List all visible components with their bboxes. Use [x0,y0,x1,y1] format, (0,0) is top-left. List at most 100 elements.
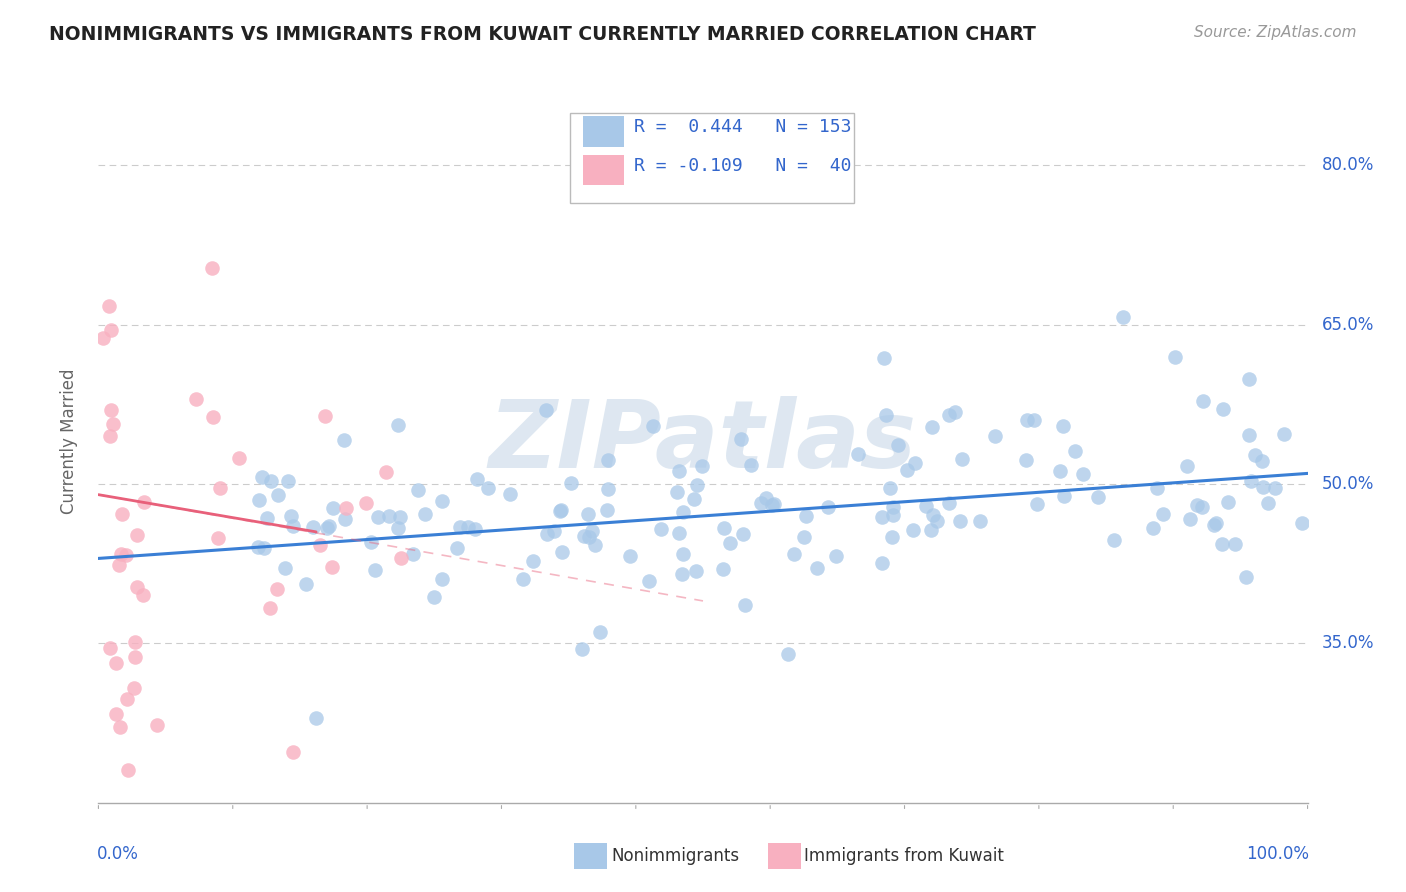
Point [110,547,132,561]
Point [1025,497,1047,511]
Text: 50.0%: 50.0% [1322,475,1375,493]
Point [266,582,288,596]
Point [945,405,967,419]
Text: R =  0.444   N = 153: R = 0.444 N = 153 [634,118,852,136]
Point [100,323,122,337]
Point [690,459,713,474]
Text: 100.0%: 100.0% [1246,846,1309,863]
Point [146,717,169,731]
Point [247,492,270,507]
Point [950,451,973,466]
Point [896,463,918,477]
Point [581,524,603,538]
Point [1063,444,1085,458]
Point [260,474,283,488]
Point [731,527,754,541]
Point [550,503,572,517]
Point [295,577,318,591]
Point [1024,412,1046,426]
Point [1052,419,1074,434]
Point [253,541,276,555]
Point [1015,453,1038,467]
Point [1239,427,1261,442]
Point [274,561,297,575]
Point [668,463,690,477]
Point [105,657,128,671]
Point [875,408,897,422]
Point [682,492,704,507]
Point [1192,394,1215,409]
FancyBboxPatch shape [569,112,855,203]
Point [1251,454,1274,468]
Point [1102,533,1125,547]
Point [322,501,344,516]
Point [354,496,377,510]
Text: 35.0%: 35.0% [1322,634,1375,652]
Point [101,417,124,431]
Point [107,558,129,572]
Point [730,432,752,446]
Point [1142,521,1164,535]
Point [1257,496,1279,510]
Point [124,649,146,664]
Point [583,538,606,552]
Point [817,500,839,514]
Point [650,522,672,536]
Point [672,505,695,519]
Point [749,496,772,510]
Point [711,562,734,576]
Point [969,514,991,528]
Point [360,534,382,549]
Point [1073,467,1095,481]
Point [572,528,595,542]
Point [560,476,582,491]
Point [1216,495,1239,509]
Point [1191,500,1213,515]
Point [1053,489,1076,503]
Point [915,499,938,513]
Point [309,538,332,552]
Point [778,647,800,661]
Point [335,501,357,516]
Point [377,508,399,523]
Point [321,560,343,574]
Text: 65.0%: 65.0% [1322,316,1375,334]
Text: Nonimmigrants: Nonimmigrants [612,847,740,865]
Point [477,481,499,495]
Point [413,507,436,521]
Point [1244,448,1267,462]
Point [938,408,960,422]
Text: R = -0.109   N =  40: R = -0.109 N = 40 [634,157,852,175]
Point [277,474,299,488]
Point [921,508,943,522]
Point [1234,570,1257,584]
Point [281,518,304,533]
Point [666,484,689,499]
Point [208,481,231,495]
Point [423,590,446,604]
Point [1205,516,1227,530]
Point [302,520,325,534]
Point [806,560,828,574]
Point [432,493,454,508]
Point [880,530,903,544]
Point [1112,310,1135,324]
Point [596,503,619,517]
Point [91,331,114,345]
Point [1175,459,1198,474]
Point [1223,537,1246,551]
Point [1163,350,1185,364]
Point [794,509,817,524]
Point [250,470,273,484]
Point [938,496,960,510]
Point [762,497,785,511]
Point [512,573,534,587]
Point [718,536,741,550]
Point [1291,516,1313,530]
Point [333,512,356,526]
Point [882,500,904,514]
Point [887,438,910,452]
Point [1204,518,1226,533]
Point [1049,465,1071,479]
Point [388,509,411,524]
